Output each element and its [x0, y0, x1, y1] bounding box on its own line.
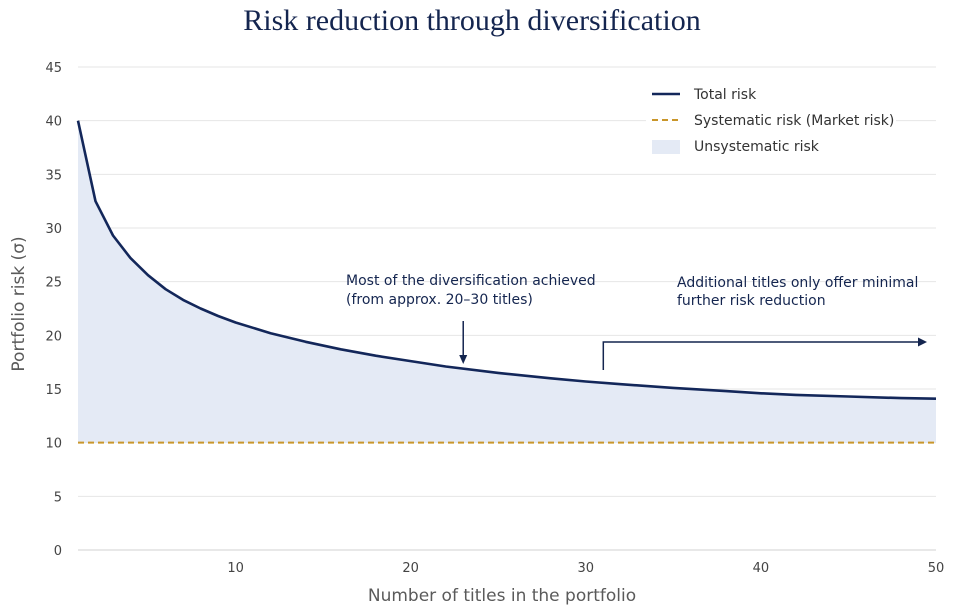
- y-tick-25: 25: [45, 276, 62, 291]
- x-tick-10: 10: [227, 561, 244, 576]
- x-axis-title: Number of titles in the portfolio: [368, 586, 636, 606]
- legend-unsystematic-risk: Unsystematic risk: [694, 139, 820, 155]
- x-tick-30: 30: [578, 561, 595, 576]
- annotation-2-line-1: Additional titles only offer minimal: [677, 275, 918, 291]
- legend-unsystematic-risk-swatch: [652, 140, 680, 154]
- chart-title: Risk reduction through diversification: [243, 4, 700, 37]
- x-tick-50: 50: [928, 561, 945, 576]
- legend: Total risk Systematic risk (Market risk)…: [646, 80, 896, 170]
- annotation-2-arrow: [602, 341, 920, 370]
- y-tick-40: 40: [45, 115, 62, 130]
- unsystematic-risk-area: [78, 120, 936, 443]
- total-risk-line: [76, 120, 937, 400]
- legend-background: [646, 80, 896, 170]
- y-axis-title: Portfolio risk (σ): [9, 236, 29, 371]
- annotation-1-line-1: Most of the diversification achieved: [346, 273, 596, 289]
- y-tick-labels: 0 5 10 15 20 25 30 35 40 45: [45, 61, 62, 559]
- y-tick-45: 45: [45, 61, 62, 76]
- legend-systematic-risk: Systematic risk (Market risk): [694, 113, 894, 129]
- annotation-1-line-2: (from approx. 20–30 titles): [346, 292, 533, 308]
- x-tick-labels: 10 20 30 40 50: [227, 561, 944, 576]
- annotation-1-arrowhead: [459, 355, 468, 364]
- annotation-minimal-reduction: Additional titles only offer minimal fur…: [602, 275, 927, 370]
- annotation-2-line-2: further risk reduction: [677, 293, 826, 309]
- y-tick-30: 30: [45, 222, 62, 237]
- y-tick-5: 5: [54, 490, 62, 505]
- y-tick-0: 0: [54, 544, 62, 559]
- x-tick-40: 40: [753, 561, 770, 576]
- legend-total-risk: Total risk: [693, 87, 757, 103]
- annotation-diversification: Most of the diversification achieved (fr…: [346, 273, 596, 364]
- y-tick-15: 15: [45, 383, 62, 398]
- y-tick-10: 10: [45, 437, 62, 452]
- y-tick-20: 20: [45, 329, 62, 344]
- x-tick-20: 20: [402, 561, 419, 576]
- y-tick-35: 35: [45, 168, 62, 183]
- annotation-2-arrowhead: [918, 337, 927, 347]
